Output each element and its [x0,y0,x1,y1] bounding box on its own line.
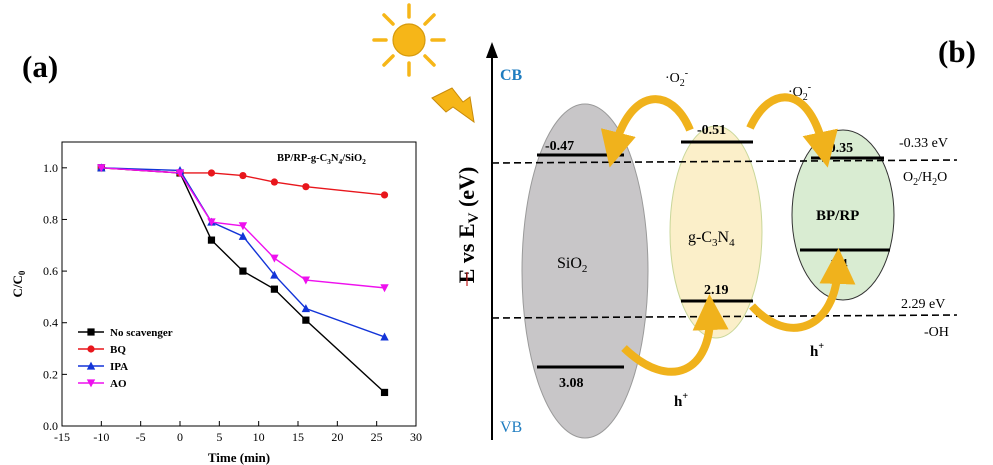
y-tick-label: 0.0 [43,419,58,433]
data-point-ipa [270,270,279,279]
data-point-bq [380,191,389,199]
x-tick-label: 25 [371,430,383,444]
gcn-ellipse [669,125,763,339]
data-point-no-scavenger [239,267,247,275]
data-point-ipa [380,332,389,341]
legend-label-ao: AO [110,378,127,390]
y-tick-label: 0.6 [43,264,58,278]
data-point-no-scavenger [302,316,310,324]
x-tick-label: 10 [253,430,265,444]
legend-marker-ao [86,379,96,388]
chart-annotation: BP/RP-g-C3N4/SiO2 [277,153,366,166]
reference-line-top [491,159,958,164]
y-ticks: 0.0 0.2 0.4 0.6 0.8 1.0 [43,161,67,433]
plot-frame [61,141,417,427]
x-ticks: -15 -10 -5 0 5 10 15 20 25 30 [54,421,422,444]
energy-axis [486,42,498,440]
vb-label: VB [500,419,522,436]
legend-marker-no-scavenger [87,328,95,336]
data-point-no-scavenger [207,236,216,244]
y-tick-label: 0.4 [43,316,58,330]
x-tick-label: 30 [410,430,422,444]
y-tick-label: 1.0 [43,161,58,175]
data-point-ao [207,218,216,227]
series-line-ipa [101,167,385,338]
ref-bottom-value: 2.29 eV [901,297,945,312]
x-tick-label: -10 [93,430,109,444]
x-tick-label: -5 [136,430,146,444]
bprp-cb-value: -0.35 [824,141,853,156]
data-point-ao [301,276,311,285]
hole-label-1: h+ [674,391,688,410]
data-point-bq [302,183,310,191]
series-line-no-scavenger [101,167,386,393]
legend-label-bq: BQ [110,344,126,356]
vb-transfer-arrow-2 [749,248,856,332]
ref-bottom-species: -OH [924,325,949,340]
superoxide-label-1: ·O2- [665,68,688,89]
bprp-label: BP/RP [816,208,859,224]
data-point-no-scavenger [380,388,389,397]
legend-label-ipa: IPA [110,361,128,373]
x-tick-label: 20 [331,430,343,444]
x-tick-label: -15 [54,430,70,444]
data-point-ao [380,284,389,293]
data-point-ao [270,254,279,263]
sio2-label: SiO2 [557,255,587,275]
vb-transfer-arrow-1 [621,294,729,376]
x-tick-label: 15 [292,430,304,444]
x-tick-label: 0 [177,430,183,444]
chart-a: -15 -10 -5 0 5 10 15 20 25 30 0.00.20.40.60.81.0 … [10,141,422,465]
panel-a-label: (a) [22,49,58,84]
gcn-cb-value: -0.51 [697,123,726,138]
data-point-ipa [238,231,248,240]
gcn-label: g-C3N4 [688,229,735,249]
x-tick-label: 5 [216,430,222,444]
legend: No scavenger BQ IPA AO [78,327,173,390]
data-point-ao [238,222,248,231]
cb-transfer-arrow-1 [600,95,694,168]
legend-marker-bq [87,345,95,353]
data-point-bq [239,171,247,180]
ref-top-species: O2/H2O [903,170,947,188]
cb-label: CB [500,67,523,84]
x-axis-label: Time (min) [208,450,270,465]
sio2-ellipse [521,103,649,439]
data-point-no-scavenger [270,285,278,293]
sio2-cb-value: -0.47 [545,139,574,154]
data-point-bq [207,169,216,177]
data-point-ao [175,169,185,178]
sio2-vb-value: 3.08 [559,376,584,391]
data-point-ao [97,164,106,173]
data-point-bq [270,178,278,186]
bprp-ellipse [791,129,895,301]
y-tick-label: 0.8 [43,212,58,226]
cb-transfer-arrow-2 [746,93,838,168]
legend-label-no-scavenger: No scavenger [110,327,173,339]
y-axis-label: C/C0 [10,270,27,297]
hole-label-2: h+ [810,341,824,360]
sun-icon [372,3,446,77]
data-point-ipa [301,304,311,313]
legend-marker-ipa [86,361,96,370]
ref-top-value: -0.33 eV [899,136,948,151]
series-group [97,163,389,397]
panel-b-label: (b) [938,34,976,69]
gcn-vb-value: 2.19 [704,283,729,298]
series-line-bq [101,167,385,196]
superoxide-label-2: ·O2- [788,82,811,103]
energy-axis-label: E vs EV (eV) [454,167,482,284]
y-tick-label: 0.2 [43,367,58,381]
lightning-bolt-icon [431,87,475,124]
